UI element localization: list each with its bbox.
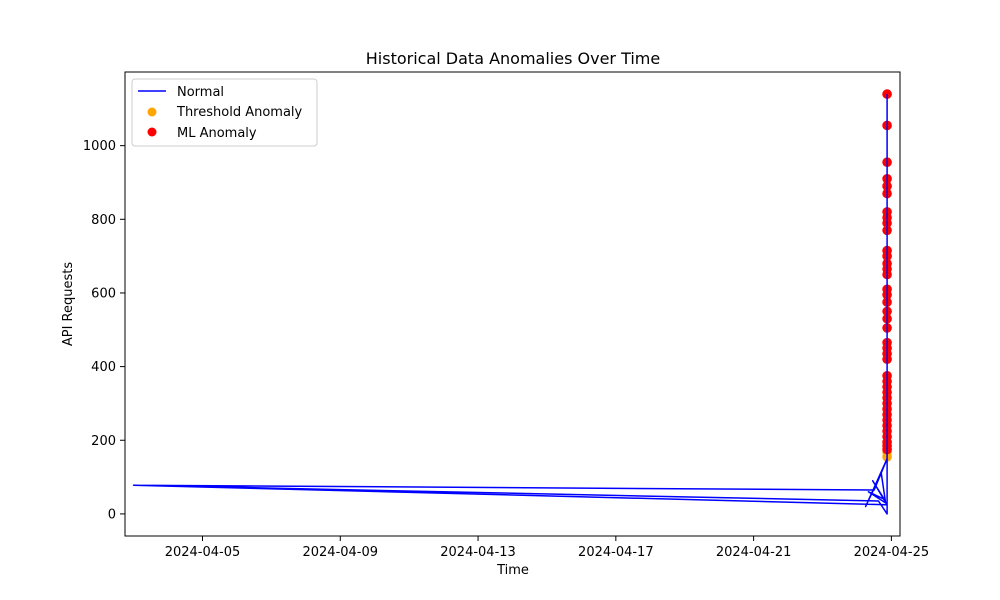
- plot-frame: [124, 71, 901, 537]
- y-tick-label: 1000: [83, 139, 116, 154]
- x-tick-label: 2024-04-13: [440, 545, 516, 560]
- y-tick-label: 600: [91, 286, 116, 301]
- ml-anomaly-point: [882, 89, 892, 99]
- x-axis: 2024-04-05 2024-04-09 2024-04-13 2024-04-17…: [165, 536, 929, 560]
- legend: Normal Threshold Anomaly ML Anomaly: [131, 78, 318, 147]
- plot-layer: [132, 89, 892, 515]
- legend-normal-label: Normal: [177, 85, 224, 100]
- legend-ml-swatch: [147, 127, 157, 137]
- y-tick-label: 800: [91, 213, 116, 228]
- x-axis-title: Time: [496, 563, 529, 578]
- x-tick-label: 2024-04-09: [302, 545, 378, 560]
- y-axis-title: API Requests: [61, 262, 76, 347]
- y-tick-label: 200: [91, 434, 116, 449]
- legend-threshold-swatch: [147, 107, 157, 117]
- chart-title: Historical Data Anomalies Over Time: [366, 49, 660, 68]
- x-tick-label: 2024-04-25: [854, 545, 930, 560]
- y-axis: 0 200 400 600 800 1000: [83, 139, 125, 522]
- legend-frame: [131, 78, 318, 147]
- legend-ml-label: ML Anomaly: [177, 126, 257, 141]
- normal-series-line: [132, 94, 888, 515]
- x-tick-label: 2024-04-05: [165, 545, 241, 560]
- y-tick-label: 400: [91, 360, 116, 375]
- y-tick-label: 0: [108, 507, 116, 522]
- x-tick-label: 2024-04-17: [578, 545, 654, 560]
- x-tick-label: 2024-04-21: [716, 545, 792, 560]
- legend-threshold-label: Threshold Anomaly: [176, 105, 303, 120]
